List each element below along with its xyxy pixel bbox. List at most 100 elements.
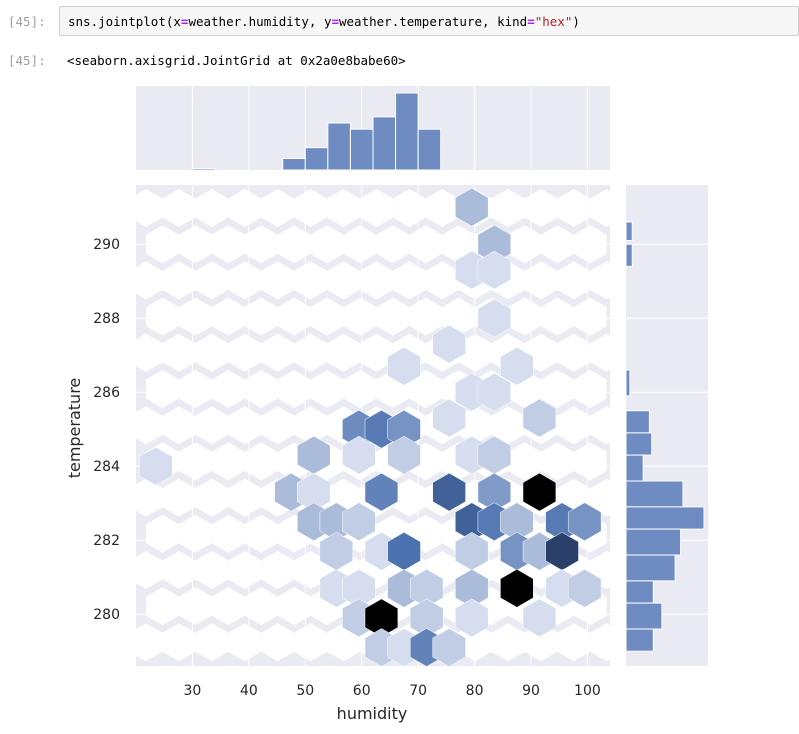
y-hist-bar	[625, 221, 633, 241]
hexbin-cell	[477, 298, 512, 338]
hexbin-empty-cell	[244, 514, 278, 553]
y-tick-label: 282	[93, 533, 120, 549]
hexbin-cell	[522, 472, 557, 512]
hexbin-empty-cell	[261, 551, 295, 589]
code-line: sns.jointplot(x=weather.humidity, y=weat…	[68, 14, 580, 29]
code-token: kind	[497, 14, 528, 29]
hexbin-empty-cell	[146, 297, 179, 336]
hexbin-cell	[455, 187, 489, 227]
x-hist-bar	[327, 122, 351, 171]
y-hist-bar	[625, 480, 684, 508]
hexbin-empty-cell	[228, 623, 262, 662]
hexbin-empty-cell	[146, 514, 179, 553]
hexbin-empty-cell	[458, 406, 492, 445]
hexbin-empty-cell	[590, 478, 624, 517]
hexbin-empty-cell	[162, 333, 196, 372]
code-token: y	[323, 14, 332, 29]
x-tick-label: 30	[184, 683, 202, 699]
code-token: humidity	[248, 14, 309, 29]
output-text: <seaborn.axisgrid.JointGrid at 0x2a0e8ba…	[67, 53, 406, 68]
hexbin-empty-cell	[359, 261, 393, 300]
code-token: =	[180, 14, 189, 29]
x-tick-labels: 30 40 50 60 70 80 90 100	[184, 683, 601, 699]
hexbin-empty-cell	[146, 225, 179, 264]
hexbin-empty-cell	[491, 406, 525, 445]
hexbin-empty-cell	[392, 478, 426, 517]
hexbin-empty-cell	[211, 370, 245, 408]
hexbin-empty-cell	[491, 623, 525, 662]
code-token: "hex"	[534, 14, 573, 29]
hexbin-cells	[129, 187, 624, 667]
hexbin-empty-cell	[244, 587, 278, 626]
x-tick-label: 60	[353, 683, 371, 699]
hexbin-cell	[432, 628, 466, 667]
hexbin-empty-cell	[178, 370, 212, 408]
x-hist-bar	[372, 116, 397, 171]
code-token: (	[165, 14, 174, 29]
hexbin-empty-cell	[359, 189, 393, 227]
hexbin-cell	[364, 472, 399, 512]
hexbin-empty-cell	[178, 297, 212, 336]
y-axis-label: temperature	[65, 378, 84, 479]
hexbin-empty-cell	[590, 406, 624, 445]
hexbin-empty-cell	[573, 225, 607, 264]
hexbin-empty-cell	[129, 623, 163, 662]
hexbin-empty-cell	[540, 370, 574, 408]
code-token: .	[90, 14, 99, 29]
hexbin-empty-cell	[195, 333, 229, 372]
hexbin-empty-cell	[327, 189, 360, 227]
hexbin-empty-cell	[409, 370, 443, 408]
hexbin-cell	[522, 598, 557, 638]
x-axis-label: humidity	[337, 704, 408, 723]
hexbin-empty-cell	[557, 406, 591, 445]
code-token: jointplot	[98, 14, 166, 29]
hexbin-cell	[387, 347, 421, 386]
hexbin-empty-cell	[146, 587, 179, 626]
hexbin-empty-cell	[244, 370, 278, 408]
x-hist-bar	[304, 147, 329, 171]
y-hist-bar	[625, 454, 644, 482]
hexbin-empty-cell	[129, 478, 163, 517]
hexbin-empty-cell	[129, 551, 163, 589]
hexbin-empty-cell	[294, 333, 327, 372]
output-prompt: [45]:	[8, 53, 46, 68]
hexbin-empty-cell	[524, 261, 558, 300]
hexbin-empty-cell	[261, 189, 295, 227]
hexbin-empty-cell	[359, 333, 393, 372]
hexbin-empty-cell	[508, 442, 541, 481]
x-hist-bar	[282, 157, 306, 171]
x-marginal-histogram	[191, 92, 442, 171]
hexbin-empty-cell	[178, 225, 212, 264]
hexbin-empty-cell	[195, 551, 229, 589]
y-tick-label: 286	[93, 385, 120, 401]
hexbin-empty-cell	[425, 261, 459, 300]
hexbin-empty-cell	[129, 333, 163, 372]
hexbin-empty-cell	[508, 225, 541, 264]
code-input-cell[interactable]: sns.jointplot(x=weather.humidity, y=weat…	[59, 6, 799, 36]
hexbin-empty-cell	[524, 189, 558, 227]
hexbin-cell	[432, 398, 466, 438]
x-tick-label: 40	[240, 683, 258, 699]
hexbin-empty-cell	[261, 406, 295, 445]
hexbin-empty-cell	[162, 551, 196, 589]
y-hist-bar	[625, 369, 631, 397]
hexbin-empty-cell	[195, 189, 229, 227]
hexbin-empty-cell	[211, 514, 245, 553]
hexbin-empty-cell	[261, 333, 295, 372]
hexbin-empty-cell	[294, 189, 327, 227]
code-token: weather	[188, 14, 242, 29]
y-hist-bar	[625, 243, 633, 267]
hexbin-cell	[522, 398, 557, 438]
y-tick-label: 290	[93, 237, 120, 253]
hexbin-empty-cell	[557, 623, 591, 662]
hexbin-empty-cell	[162, 261, 196, 300]
x-hist-bar	[417, 128, 442, 171]
hexbin-empty-cell	[162, 623, 196, 662]
hexbin-cell	[139, 446, 173, 486]
hexbin-empty-cell	[294, 261, 327, 300]
hexbin-empty-cell	[590, 333, 624, 372]
x-hist-bar	[349, 128, 374, 171]
hexbin-cell	[342, 435, 376, 475]
hexbin-empty-cell	[129, 261, 163, 300]
